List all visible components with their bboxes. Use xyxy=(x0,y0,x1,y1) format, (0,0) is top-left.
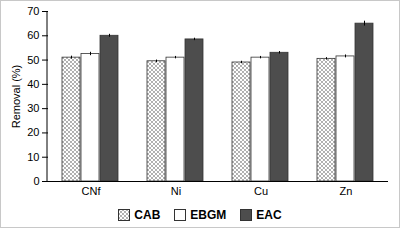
svg-text:Zn: Zn xyxy=(340,185,353,197)
svg-text:CNf: CNf xyxy=(82,185,102,197)
svg-text:Ni: Ni xyxy=(171,185,181,197)
svg-text:Removal (%): Removal (%) xyxy=(10,65,22,129)
svg-text:30: 30 xyxy=(27,102,39,114)
svg-text:70: 70 xyxy=(27,5,39,17)
svg-text:40: 40 xyxy=(27,78,39,90)
html-text:EAC: EAC xyxy=(256,208,282,222)
svg-text:60: 60 xyxy=(27,29,39,41)
svg-text:50: 50 xyxy=(27,54,39,66)
svg-text:10: 10 xyxy=(27,151,39,163)
svg-text:20: 20 xyxy=(27,126,39,138)
svg-text:Cu: Cu xyxy=(254,185,268,197)
html-text:CAB: CAB xyxy=(134,208,161,222)
html-text:EBGM: EBGM xyxy=(190,208,227,222)
svg-text:0: 0 xyxy=(33,175,39,187)
